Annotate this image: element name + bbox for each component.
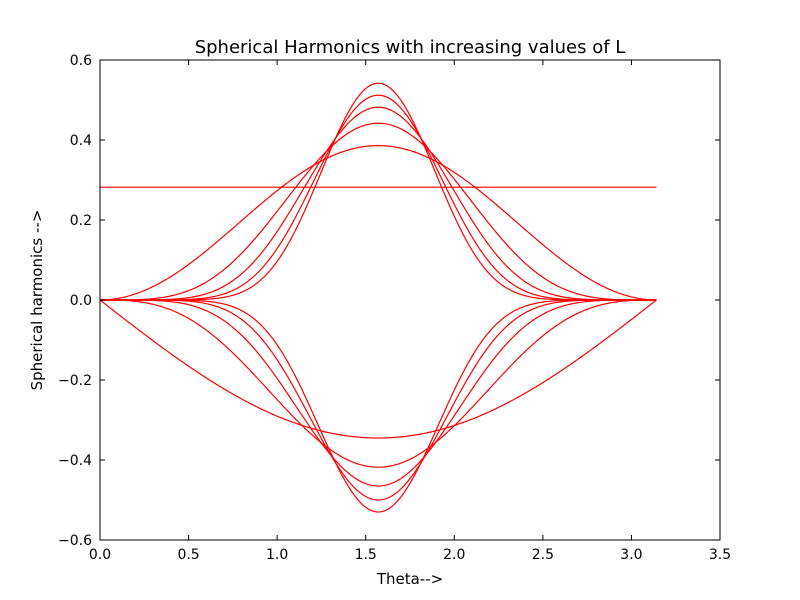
y-tick-label: −0.4 — [58, 453, 92, 469]
series-line-8 — [100, 299, 657, 487]
series-line-2 — [100, 122, 657, 301]
series-line-1 — [99, 144, 657, 301]
y-tick-label: −0.6 — [58, 533, 92, 549]
y-tick-label: −0.2 — [58, 373, 92, 389]
series-line-3 — [100, 106, 657, 301]
plot-lines — [99, 82, 657, 513]
y-axis-label: Spherical harmonics --> — [28, 210, 46, 391]
x-tick-label: 1.5 — [355, 547, 377, 563]
series-line-9 — [100, 299, 657, 501]
x-tick-label: 2.0 — [443, 547, 465, 563]
x-tick-label: 1.0 — [266, 547, 288, 563]
y-tick-label: 0.4 — [70, 133, 92, 149]
ticks — [99, 59, 721, 541]
series-line-6 — [99, 299, 657, 439]
x-tick-label: 2.5 — [532, 547, 554, 563]
y-tick-label: 0.2 — [70, 213, 92, 229]
x-axis-label: Theta--> — [376, 570, 443, 588]
x-tick-label: 0.0 — [89, 547, 111, 563]
tick-labels: 0.0 0.5 1.0 1.5 2.0 2.5 3.0 3.5 0.6 0.4 0.2 0.0 −0.2… — [58, 53, 731, 563]
y-tick-label: 0.6 — [70, 53, 92, 69]
x-tick-label: 0.5 — [177, 547, 199, 563]
series-line-7 — [100, 299, 657, 468]
series-line-5 — [100, 82, 657, 301]
x-tick-label: 3.5 — [709, 547, 731, 563]
x-tick-label: 3.0 — [620, 547, 642, 563]
series-line-10 — [100, 299, 657, 513]
chart-title: Spherical Harmonics with increasing valu… — [195, 37, 626, 58]
y-tick-label: 0.0 — [70, 293, 92, 309]
